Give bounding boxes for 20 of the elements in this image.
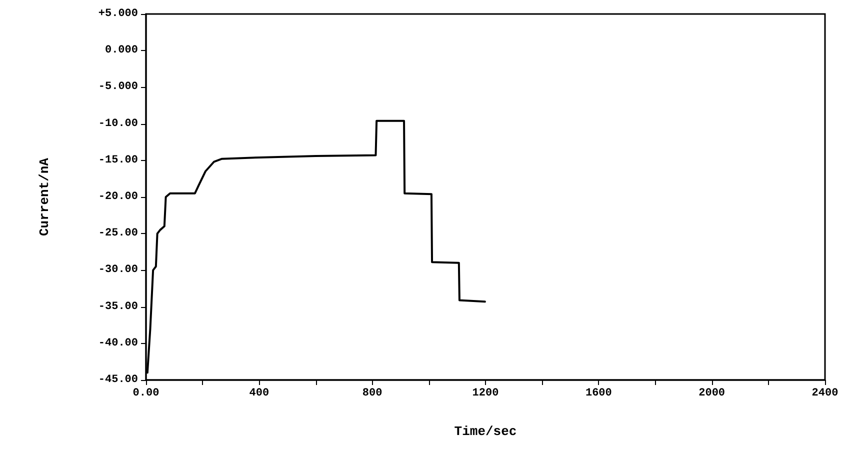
x-tick-label: 1600 — [585, 388, 612, 400]
y-axis-title: Current/nA — [37, 158, 52, 236]
x-tick-label: 2000 — [698, 388, 726, 400]
x-tick-label: 2400 — [812, 388, 838, 400]
y-tick-label: -30.00 — [98, 264, 138, 276]
y-tick-label: -35.00 — [98, 300, 138, 313]
y-tick-label: -45.00 — [98, 374, 138, 386]
y-tick-label: +5.000 — [98, 8, 138, 20]
x-tick-label: 800 — [362, 388, 382, 400]
y-tick-label: -25.00 — [98, 228, 138, 240]
y-tick-label: -10.00 — [98, 118, 138, 130]
x-axis-title: Time/sec — [454, 424, 517, 439]
x-tick-label: 400 — [249, 388, 270, 400]
x-tick-label: 1200 — [472, 388, 499, 400]
y-tick-label: 0.000 — [104, 44, 138, 57]
y-tick-label: -20.00 — [98, 191, 138, 203]
x-tick-label: 0.00 — [132, 388, 160, 400]
y-tick-label: -5.000 — [98, 81, 138, 94]
y-tick-label: -15.00 — [98, 154, 138, 166]
y-tick-label: -40.00 — [98, 337, 138, 350]
